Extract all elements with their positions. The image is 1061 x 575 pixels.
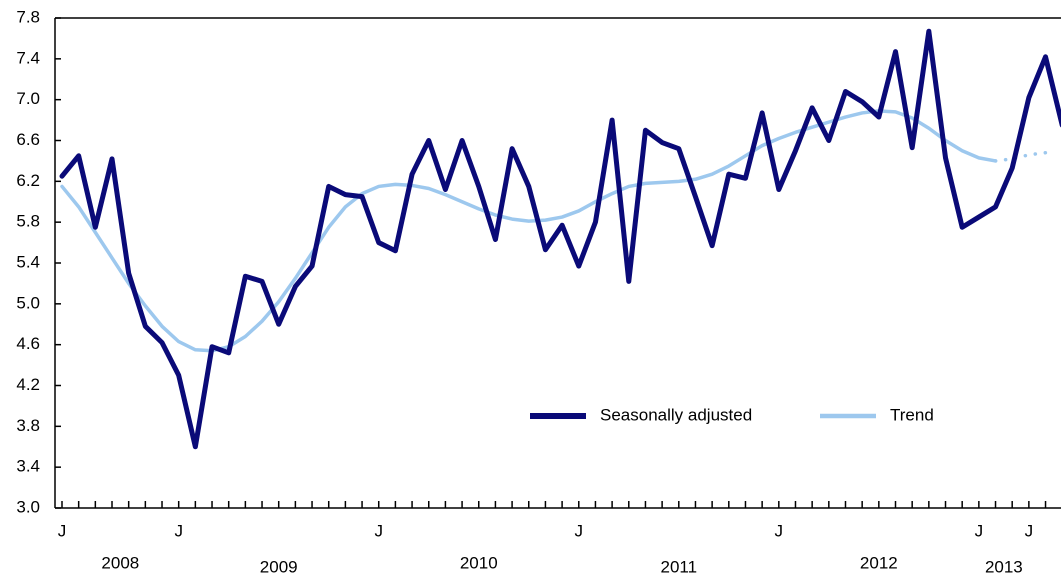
y-tick-label: 4.2 [16, 375, 40, 394]
series-line [59, 28, 1061, 450]
year-label: 2013 [985, 557, 1023, 575]
y-tick-label: 7.4 [16, 48, 40, 67]
y-tick-label: 5.4 [16, 252, 40, 271]
year-label: 2008 [101, 553, 139, 572]
y-tick-label: 3.0 [16, 497, 40, 516]
series-line-dotted [993, 151, 1048, 163]
x-tick-label: J [775, 521, 784, 540]
legend-label: Trend [890, 405, 934, 424]
y-tick-label: 5.8 [16, 212, 40, 231]
x-tick-label: J [1025, 521, 1034, 540]
y-tick-label: 7.0 [16, 89, 40, 108]
y-tick-label: 3.8 [16, 416, 40, 435]
y-tick-label: 3.4 [16, 457, 40, 476]
year-label: 2010 [460, 553, 498, 572]
y-tick-label: 6.6 [16, 130, 40, 149]
x-tick-label: J [975, 521, 984, 540]
y-tick-label: 6.2 [16, 171, 40, 190]
y-tick-label: 7.8 [16, 7, 40, 26]
year-label: 2009 [260, 557, 298, 575]
year-label: 2011 [661, 557, 698, 575]
y-tick-label: 4.6 [16, 334, 40, 353]
x-tick-label: J [374, 521, 383, 540]
year-label: 2012 [860, 553, 898, 572]
series-line [60, 109, 998, 353]
x-tick-label: J [174, 521, 183, 540]
y-tick-label: 5.0 [16, 293, 40, 312]
x-tick-label: J [575, 521, 584, 540]
x-tick-label: J [58, 521, 67, 540]
legend-label: Seasonally adjusted [600, 405, 752, 424]
